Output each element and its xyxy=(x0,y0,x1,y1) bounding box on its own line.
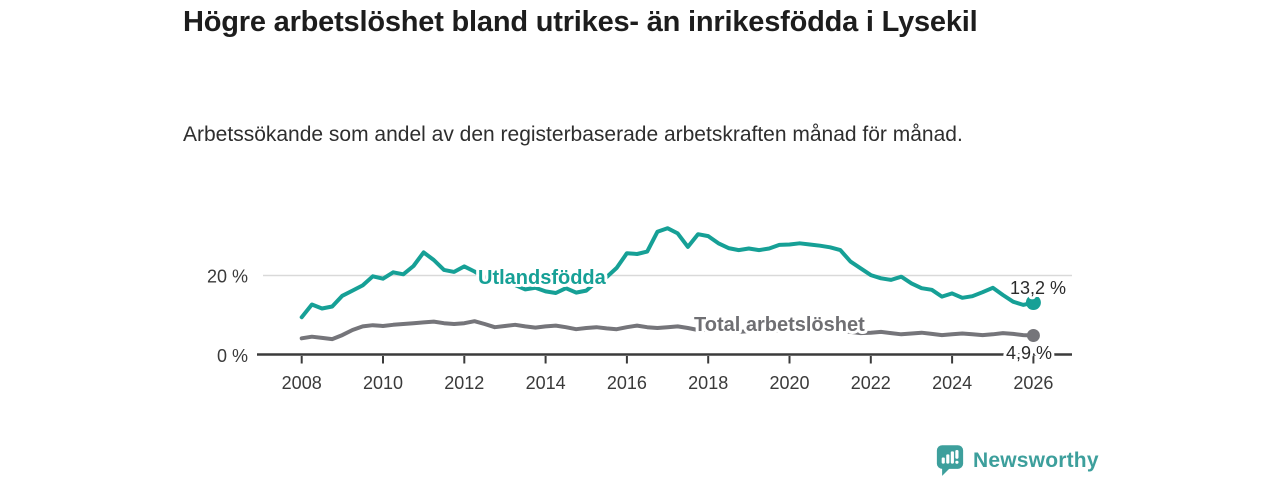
end-point-dots xyxy=(1025,295,1041,343)
data-lines xyxy=(299,226,1036,342)
x-tick-label-2014: 2014 xyxy=(526,373,566,393)
chart-title: Högre arbetslöshet bland utrikes- än inr… xyxy=(183,6,978,38)
end-dot-utlandsf-dda xyxy=(1025,295,1041,311)
x-tick-label-2010: 2010 xyxy=(363,373,403,393)
y-axis-labels: 0 % 20 % xyxy=(207,267,248,367)
newsworthy-wordmark: Newsworthy xyxy=(973,448,1099,472)
series-label-total-arbetsloshet: Total arbetslöshet xyxy=(694,314,865,336)
bar-chart-speech-bubble-icon xyxy=(936,445,964,476)
chart-subtitle: Arbetssökande som andel av den registerb… xyxy=(183,123,963,146)
x-tick-label-2020: 2020 xyxy=(769,373,809,393)
x-tick-label-2018: 2018 xyxy=(688,373,728,393)
x-tick-label-2012: 2012 xyxy=(444,373,484,393)
x-tick-label-2022: 2022 xyxy=(851,373,891,393)
x-axis: 2008 2010 2012 2014 2016 2018 2020 2022 2024 2026 xyxy=(257,353,1072,393)
line-total-arbetsl-shet xyxy=(299,319,1036,342)
newsworthy-logo: Newsworthy xyxy=(936,444,1099,477)
x-tick-label-2016: 2016 xyxy=(607,373,647,393)
end-value-utlandsfodda: 13,2 % xyxy=(1010,278,1066,298)
y-tick-label-20: 20 % xyxy=(207,267,248,287)
x-tick-label-2024: 2024 xyxy=(932,373,972,393)
series-label-utlandsfodda: Utlandsfödda xyxy=(478,267,607,289)
y-tick-label-0: 0 % xyxy=(217,346,248,366)
end-value-total-arbetsloshet: 4,9 % xyxy=(1006,343,1052,363)
end-dot-total-arbetsl-shet xyxy=(1026,329,1040,343)
x-tick-label-2008: 2008 xyxy=(282,373,322,393)
line-utlandsf-dda xyxy=(299,226,1036,320)
x-tick-label-2026: 2026 xyxy=(1013,373,1053,393)
